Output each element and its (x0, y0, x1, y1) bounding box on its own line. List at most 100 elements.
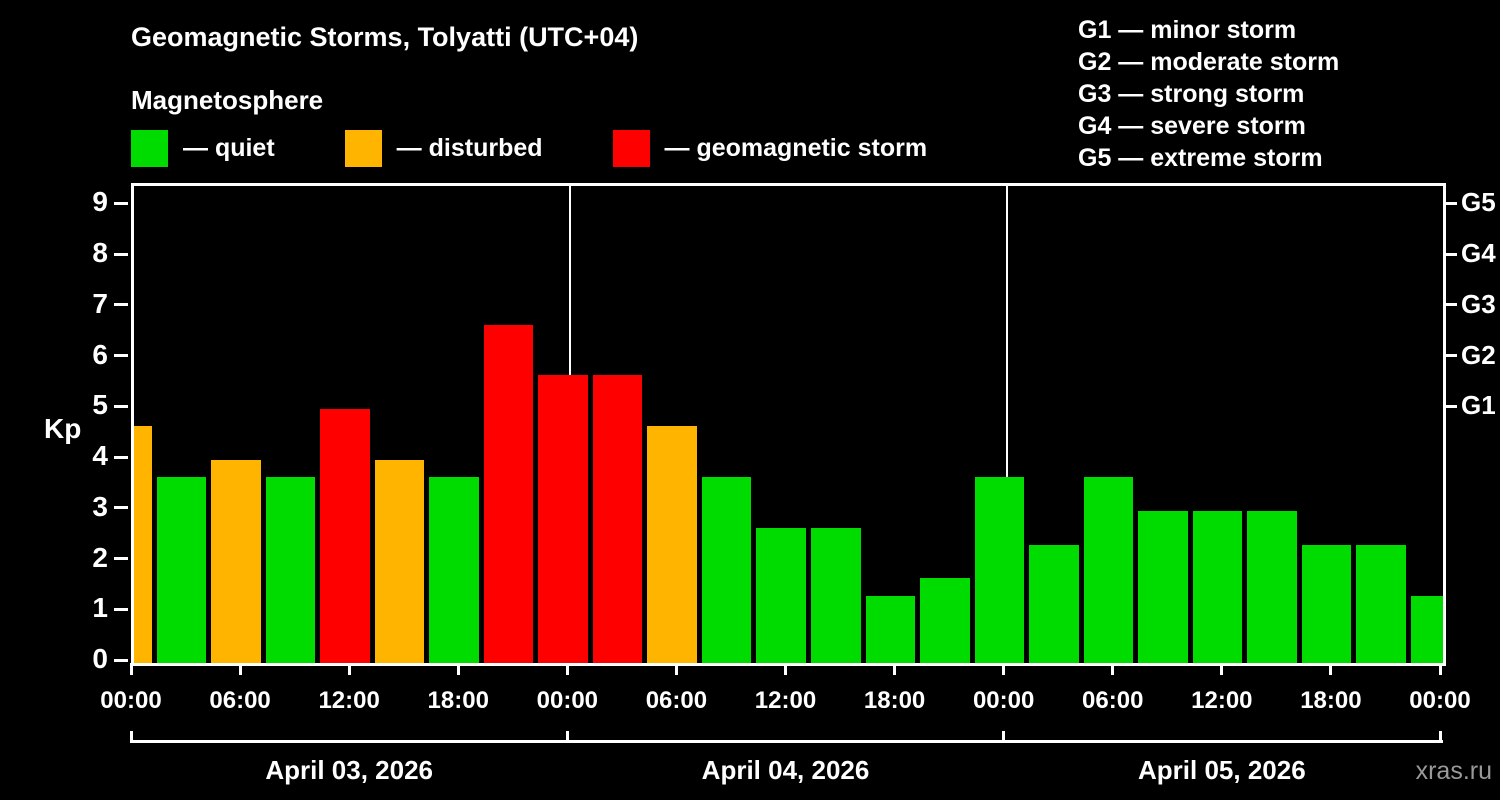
kp-bar (701, 476, 752, 663)
x-axis-tick (347, 663, 351, 675)
g-axis-tick-label: G1 (1461, 390, 1496, 421)
kp-bar (1410, 595, 1443, 663)
x-axis-tick-label: 06:00 (645, 687, 708, 714)
g-axis-tick (1443, 252, 1457, 256)
g-axis-tick-label: G5 (1461, 187, 1496, 218)
kp-bar (211, 460, 261, 663)
y-axis-tick-label: 1 (92, 592, 108, 624)
kp-bar (1029, 544, 1079, 663)
kp-bar (1192, 510, 1243, 663)
status-legend: — quiet — disturbed — geomagnetic storm (131, 130, 927, 167)
x-axis-tick-label: 18:00 (427, 687, 489, 714)
legend-label: — quiet (183, 134, 275, 162)
date-axis-tick (1438, 731, 1442, 743)
y-axis-tick (114, 404, 128, 408)
x-axis-tick-label: 00:00 (1409, 687, 1471, 714)
g-legend-line: G2 — moderate storm (1078, 48, 1340, 76)
g-scale-legend: G1 — minor storm G2 — moderate storm G3 — … (1078, 14, 1339, 174)
y-axis-tick-label: 6 (92, 338, 108, 370)
kp-bar (156, 476, 207, 663)
plot-area (131, 183, 1446, 666)
date-label: April 03, 2026 (265, 755, 433, 785)
x-axis-tick-label: 12:00 (318, 687, 380, 714)
chart-subtitle: Magnetosphere (131, 85, 324, 115)
g-axis-tick-label: G4 (1461, 238, 1496, 269)
g-legend-line: G4 — severe storm (1078, 112, 1306, 140)
quiet-color-swatch (131, 130, 168, 167)
y-axis-tick-label: 3 (92, 490, 108, 522)
kp-bar (1301, 544, 1352, 663)
legend-label: — disturbed (396, 134, 543, 162)
kp-bar (538, 375, 588, 663)
g-axis-tick (1443, 303, 1457, 307)
x-axis-tick-label: 18:00 (1300, 687, 1362, 714)
y-axis-title: Kp (44, 413, 82, 444)
kp-bar (483, 324, 534, 663)
y-axis-tick (114, 201, 128, 205)
kp-bar (374, 460, 425, 663)
y-axis-tick (114, 303, 128, 307)
y-axis-tick-label: 5 (92, 389, 108, 421)
g-axis-tick (1443, 201, 1457, 205)
chart-title: Geomagnetic Storms, Tolyatti (UTC+04) (131, 22, 639, 52)
kp-bar (811, 527, 861, 663)
kp-bar (1247, 510, 1297, 663)
g-legend-line: G1 — minor storm (1078, 16, 1297, 44)
x-axis-tick (129, 663, 133, 675)
kp-bar (1083, 476, 1134, 663)
date-axis-tick (129, 731, 133, 743)
y-axis-tick-label: 7 (92, 287, 108, 319)
y-axis-tick (114, 557, 128, 560)
y-axis-tick-label: 2 (92, 541, 108, 573)
kp-bar (756, 527, 806, 663)
x-axis-tick (1002, 663, 1006, 675)
x-axis-tick-label: 12:00 (754, 687, 817, 714)
date-axis-tick (1002, 731, 1006, 743)
y-axis-tick-label: 8 (92, 237, 108, 269)
date-label: April 05, 2026 (1138, 755, 1306, 785)
x-axis-tick-label: 00:00 (972, 687, 1035, 714)
kp-bar (1356, 544, 1406, 663)
kp-bar-partial (134, 426, 152, 663)
y-axis-tick (114, 354, 128, 358)
x-axis-tick (674, 663, 678, 675)
date-label: April 04, 2026 (701, 755, 870, 785)
x-axis-tick-label: 18:00 (863, 687, 926, 714)
x-axis-tick-label: 06:00 (1082, 687, 1144, 714)
date-axis-line (131, 740, 1443, 743)
storm-color-swatch (612, 130, 650, 167)
x-axis-tick (1220, 663, 1224, 675)
x-axis-tick (1329, 663, 1333, 675)
y-axis-tick-label: 4 (92, 440, 108, 472)
x-axis-tick-label: 00:00 (100, 687, 162, 714)
x-axis-tick-label: 12:00 (1191, 687, 1253, 714)
legend-item: — quiet (131, 130, 275, 167)
kp-bar (920, 578, 970, 663)
g-axis-tick (1443, 404, 1457, 408)
x-axis-tick (1111, 663, 1115, 675)
kp-bar (429, 476, 479, 663)
kp-bar (865, 595, 916, 663)
kp-bar (265, 476, 316, 663)
g-axis-tick-label: G3 (1461, 288, 1496, 319)
x-axis-tick (1438, 663, 1442, 675)
x-axis-tick (456, 663, 460, 675)
y-axis-tick (114, 252, 128, 256)
y-axis-tick-label: 0 (92, 643, 108, 674)
g-legend-line: G3 — strong storm (1078, 80, 1305, 108)
x-axis-tick (893, 663, 897, 675)
site-watermark: xras.ru (1415, 757, 1492, 785)
kp-bar (974, 476, 1025, 663)
kp-bar (320, 409, 370, 663)
x-axis-tick (784, 663, 787, 675)
kp-bar (1138, 510, 1188, 663)
g-axis-tick (1443, 354, 1457, 358)
day-boundary-gridline (1005, 186, 1008, 663)
y-axis-tick (114, 455, 128, 459)
y-axis-tick (114, 607, 128, 611)
kp-bar (647, 426, 697, 663)
x-axis-tick (565, 663, 569, 675)
disturbed-color-swatch (344, 130, 382, 167)
g-legend-line: G5 — extreme storm (1078, 144, 1323, 172)
